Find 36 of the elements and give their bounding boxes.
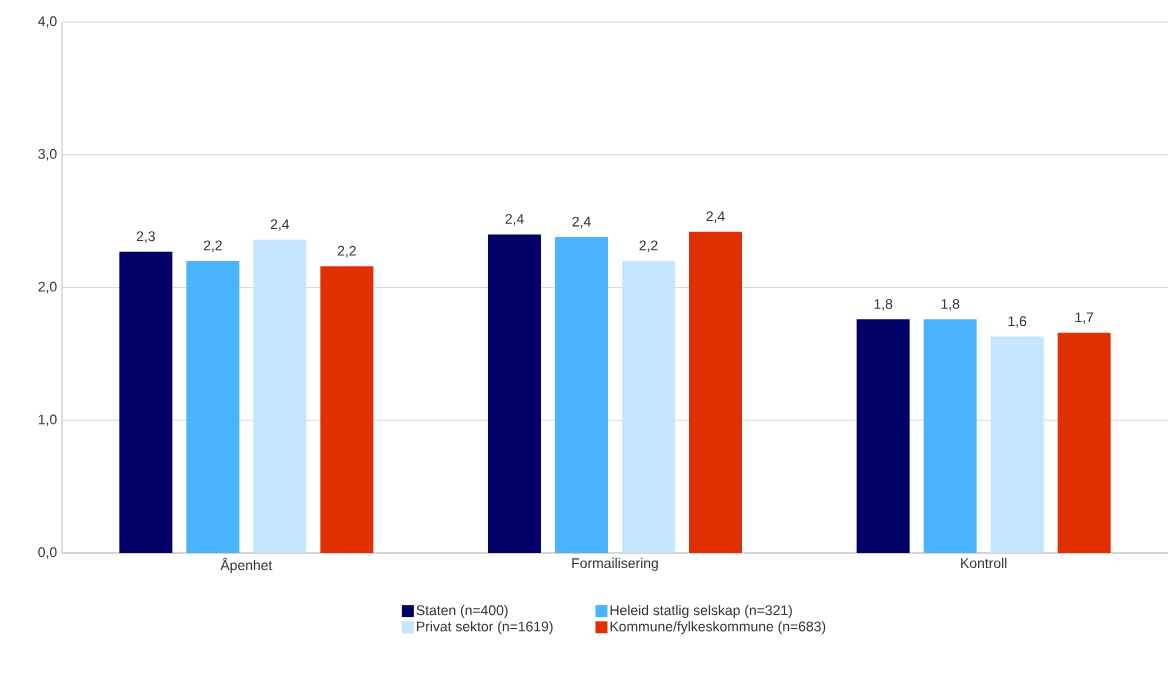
bar [1057,332,1111,553]
legend-label: Kommune/fylkeskommune (n=683) [610,621,826,635]
data-label: 1,6 [1008,316,1027,328]
data-label: 2,2 [203,240,222,253]
bar [119,251,173,553]
data-label: 1,7 [1075,312,1094,324]
x-tick-label: Formailisering [572,557,658,571]
data-label: 2,4 [505,214,524,226]
data-label: 2,2 [639,240,658,253]
bar [186,260,240,553]
bar [689,231,742,553]
bar [320,266,374,553]
data-label: 2,4 [706,211,725,223]
bar [253,239,307,553]
data-label: 2,3 [136,231,155,243]
data-label: 1,8 [874,298,893,311]
x-tick-label: Åpenhet [220,557,273,573]
bar [990,336,1044,553]
y-tick-label: 0,0 [38,547,57,559]
y-tick-label: 2,0 [38,281,57,294]
legend-label: Heleid statlig selskap (n=321) [610,604,792,618]
y-tick-label: 1,0 [38,414,57,427]
legend-label: Privat sektor (n=1619) [417,621,553,635]
bar [487,234,541,553]
data-label: 2,4 [270,219,290,231]
legend-label: Staten (n=400) [416,604,508,618]
data-label: 2,4 [572,216,591,229]
data-label: 1,8 [941,298,960,311]
bar [923,319,977,553]
data-label: 2,2 [337,245,356,258]
x-tick-label: Kontroll [961,557,1007,569]
bar [856,319,910,553]
y-tick-label: 4,0 [38,16,57,28]
bar [554,237,608,553]
bar [622,260,675,553]
y-tick-label: 3,0 [38,148,57,161]
